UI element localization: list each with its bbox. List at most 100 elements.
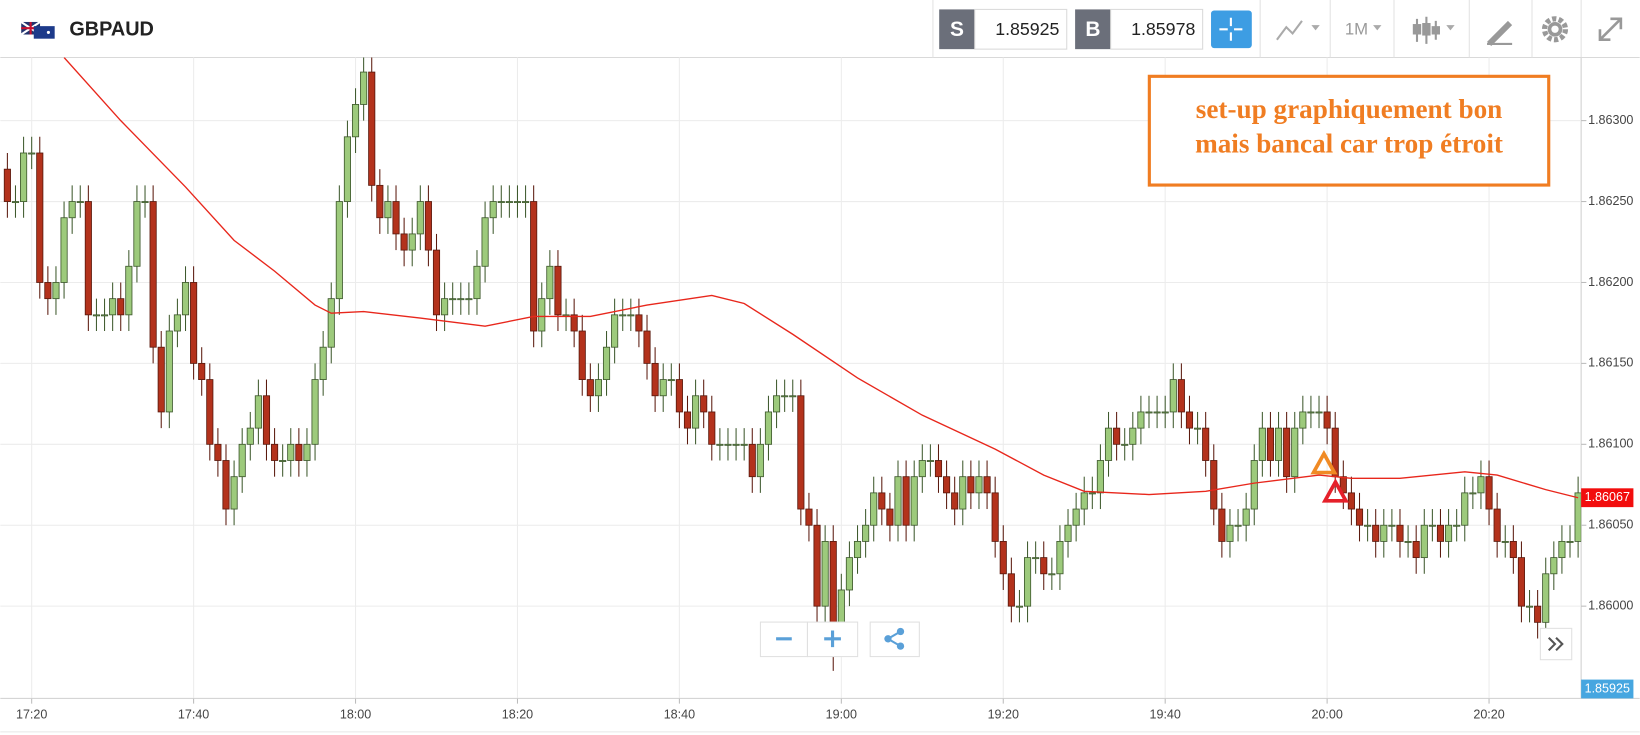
y-tick-label: 1.86100 bbox=[1588, 437, 1633, 451]
share-button[interactable] bbox=[869, 621, 920, 658]
buy-button[interactable]: B 1.85978 bbox=[1075, 8, 1204, 50]
candle-body bbox=[1202, 427, 1210, 461]
candle-body bbox=[1226, 524, 1234, 542]
sell-box bbox=[974, 8, 1068, 50]
candle-body bbox=[1032, 557, 1040, 560]
candle-body bbox=[1234, 524, 1242, 527]
candle-body bbox=[157, 346, 165, 413]
candle-body bbox=[918, 460, 926, 478]
sell-button[interactable]: S 1.85925 bbox=[939, 8, 1068, 50]
candle-body bbox=[1153, 411, 1161, 414]
candle-body bbox=[28, 152, 36, 155]
bid-price-label: 1.85925 bbox=[1585, 681, 1630, 695]
candle-body bbox=[1169, 379, 1177, 413]
candle-body bbox=[1185, 411, 1194, 429]
candle-body bbox=[1534, 605, 1542, 623]
last-price-tag bbox=[1581, 488, 1634, 508]
crosshair-button[interactable] bbox=[1211, 10, 1252, 49]
candle-body bbox=[1404, 540, 1412, 543]
candle-body bbox=[52, 282, 60, 300]
candle-body bbox=[910, 476, 918, 526]
timeframe-button[interactable]: 1M bbox=[1345, 20, 1382, 39]
candle-body bbox=[400, 233, 408, 251]
candle-body bbox=[465, 298, 473, 301]
candle-body bbox=[100, 314, 109, 317]
candle-body bbox=[68, 201, 76, 219]
chart-type-button[interactable] bbox=[1276, 20, 1320, 41]
candle-body bbox=[991, 492, 999, 542]
candle-body bbox=[667, 379, 675, 382]
candle-body bbox=[1250, 460, 1258, 510]
candle-body bbox=[44, 282, 52, 300]
candle-body bbox=[1509, 540, 1517, 559]
candle-body bbox=[416, 201, 424, 235]
candle-body bbox=[975, 476, 983, 494]
candle-body bbox=[254, 395, 262, 429]
candle-body bbox=[181, 282, 190, 316]
zoom-out-button[interactable] bbox=[759, 621, 808, 658]
candle-body bbox=[1210, 460, 1218, 510]
candle-body bbox=[206, 379, 214, 445]
x-tick-label: 19:20 bbox=[988, 707, 1019, 721]
candle-body bbox=[1291, 427, 1299, 478]
candle-body bbox=[1428, 524, 1436, 527]
candle-body bbox=[20, 152, 28, 202]
candle-body bbox=[1072, 508, 1080, 526]
indicators-button[interactable] bbox=[1412, 16, 1455, 44]
settings-button[interactable] bbox=[1541, 16, 1569, 43]
candle-body bbox=[853, 540, 862, 559]
timeframe: 1M bbox=[1345, 20, 1368, 39]
candle-body bbox=[1388, 524, 1396, 527]
candle-body bbox=[1242, 508, 1250, 526]
y-tick-label: 1.86300 bbox=[1588, 113, 1633, 127]
last-price-label: 1.86067 bbox=[1585, 490, 1630, 504]
candle-body bbox=[335, 201, 343, 300]
candle-body bbox=[133, 201, 141, 267]
fullscreen-button[interactable] bbox=[1598, 17, 1623, 42]
candle-body bbox=[821, 540, 829, 607]
candle-body bbox=[1307, 411, 1315, 414]
scroll-right-button[interactable] bbox=[1539, 627, 1573, 661]
candle-body bbox=[1137, 411, 1145, 429]
candle-body bbox=[1364, 524, 1372, 527]
y-tick-label: 1.86200 bbox=[1588, 275, 1633, 289]
candle-body bbox=[1096, 460, 1104, 494]
annotation-box bbox=[1147, 74, 1551, 187]
candle-body bbox=[165, 330, 173, 413]
candle-body bbox=[959, 476, 967, 510]
candle-body bbox=[724, 443, 732, 446]
candle-body bbox=[1469, 492, 1477, 495]
candle-body bbox=[303, 443, 311, 461]
candle-body bbox=[141, 201, 149, 204]
candle-body bbox=[1558, 540, 1566, 559]
candle-body bbox=[295, 443, 303, 461]
annotation-line: mais bancal car trop étroit bbox=[1195, 129, 1503, 159]
candle-body bbox=[84, 201, 92, 316]
candle-body bbox=[1121, 443, 1129, 446]
candle-body bbox=[1525, 605, 1534, 608]
candle-body bbox=[764, 411, 773, 445]
drawing-button[interactable] bbox=[1487, 20, 1513, 47]
candle-body bbox=[862, 524, 870, 542]
candle-body bbox=[1040, 557, 1048, 575]
candle-body bbox=[1453, 524, 1461, 527]
candle-body bbox=[1113, 427, 1121, 445]
candle-body bbox=[1088, 492, 1096, 495]
candle-body bbox=[238, 443, 246, 478]
candle-body bbox=[214, 443, 222, 461]
candle-body bbox=[1023, 557, 1032, 607]
candle-body bbox=[813, 524, 821, 607]
candle-body bbox=[1145, 411, 1153, 414]
candle-body bbox=[1542, 573, 1550, 623]
candle-body bbox=[1574, 492, 1582, 542]
x-tick-label: 18:20 bbox=[502, 707, 533, 721]
candle-body bbox=[149, 201, 157, 348]
candle-body bbox=[659, 379, 667, 397]
zoom-in-button[interactable] bbox=[806, 621, 859, 658]
candle-body bbox=[1477, 476, 1485, 494]
x-tick-label: 17:20 bbox=[16, 707, 47, 721]
candle-body bbox=[246, 427, 254, 445]
candle-body bbox=[11, 201, 20, 204]
candle-body bbox=[926, 460, 934, 462]
candle-body bbox=[376, 184, 384, 219]
